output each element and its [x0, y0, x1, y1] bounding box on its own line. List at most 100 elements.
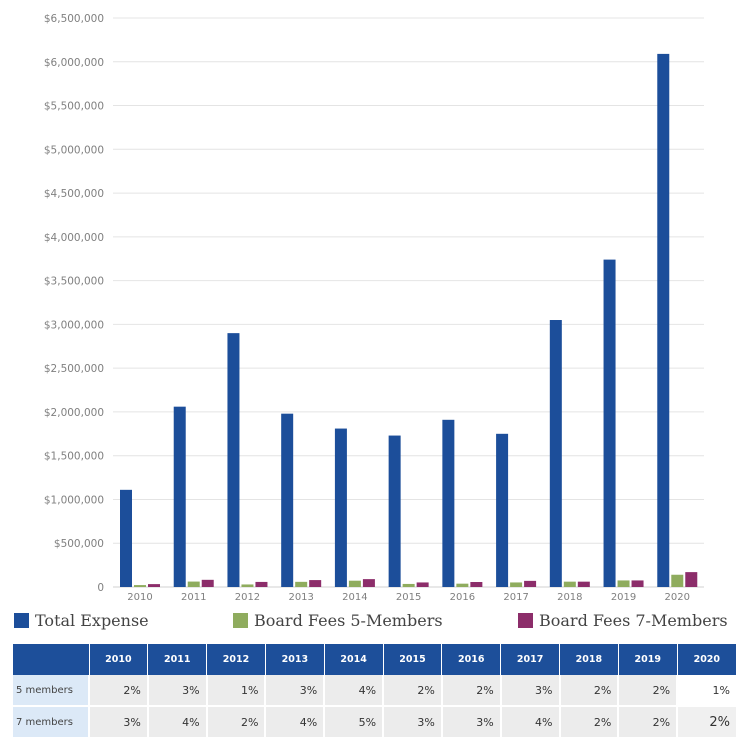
y-tick-label: $4,000,000: [44, 232, 104, 244]
x-tick-label: 2020: [665, 592, 690, 603]
bar: [496, 433, 509, 587]
percentage-table: 2010 2011 2012 2013 2014 2015 2016 2017 2018 2019…: [13, 644, 736, 739]
table-cell: 2%: [618, 706, 679, 739]
table-cell: 2%: [677, 706, 736, 739]
bar: [563, 581, 576, 587]
table-cell: 4%: [324, 675, 385, 707]
legend: Total Expense Board Fees 5-Members Board…: [0, 608, 749, 632]
table-cell: 2%: [206, 706, 267, 739]
bar: [577, 581, 590, 587]
bar: [617, 580, 630, 587]
table-cell: 1%: [677, 675, 736, 707]
x-tick-label: 2010: [127, 592, 152, 603]
bar: [603, 259, 616, 587]
bar: [281, 413, 294, 587]
x-tick-label: 2015: [396, 592, 421, 603]
table-header-cell: 2016: [441, 644, 502, 675]
x-tick-label: 2017: [503, 592, 528, 603]
table-header-cell: 2015: [383, 644, 443, 675]
bar: [134, 585, 146, 587]
x-tick-label: 2018: [557, 592, 582, 603]
table-header-cell: 2017: [500, 644, 560, 675]
y-tick-label: $1,500,000: [44, 451, 104, 463]
bar: [241, 584, 254, 587]
table-header-cell: 2020: [677, 644, 736, 675]
table-cell: 4%: [147, 706, 208, 739]
y-tick-label: 0: [97, 582, 104, 594]
bar: [456, 583, 469, 587]
y-tick-label: $4,500,000: [44, 188, 104, 200]
bar: [388, 435, 401, 587]
y-tick-label: $500,000: [54, 538, 104, 550]
table-header-cell: 2014: [324, 644, 384, 675]
table-cell: 2%: [618, 675, 679, 707]
table-header-cell: 2010: [89, 644, 149, 675]
legend-label: Board Fees 7-Members: [539, 610, 728, 630]
y-tick-label: $6,000,000: [44, 57, 104, 69]
y-tick-label: $3,000,000: [44, 319, 104, 331]
bar: [187, 581, 200, 587]
bar: [416, 582, 429, 587]
bar: [362, 579, 375, 587]
legend-label: Total Expense: [35, 610, 149, 630]
table-header-cell: 2012: [206, 644, 266, 675]
y-axis-ticks: 0 $500,000 $1,000,000 $1,500,000 $2,000,000 $…: [44, 13, 104, 594]
bar: [334, 428, 347, 587]
bar: [120, 489, 132, 587]
bar: [524, 580, 537, 587]
bar-chart: 0 $500,000 $1,000,000 $1,500,000 $2,000,000 $…: [44, 13, 704, 603]
x-tick-label: 2011: [181, 592, 206, 603]
table-header-cell: 2018: [559, 644, 619, 675]
table-cell: 3%: [265, 675, 326, 707]
x-tick-label: 2016: [450, 592, 475, 603]
table-cell: 5%: [324, 706, 385, 739]
bar: [201, 579, 214, 587]
row-label: 5 members: [13, 675, 90, 707]
table-header-cell: 2019: [618, 644, 678, 675]
table-cell: 2%: [89, 675, 149, 707]
bar: [227, 333, 240, 587]
table-header-row: 2010 2011 2012 2013 2014 2015 2016 2017 2018 2019…: [13, 644, 736, 675]
legend-item-board-fees-7: Board Fees 7-Members: [518, 608, 728, 632]
grid-lines: [113, 17, 704, 588]
table-header-cell: 2013: [265, 644, 325, 675]
table-row: 7 members 3% 4% 2% 4% 5% 3% 3% 4% 2% 2% 2%: [13, 706, 736, 739]
y-tick-label: $5,500,000: [44, 101, 104, 113]
table-header-cell: 2011: [147, 644, 208, 675]
y-tick-label: $2,000,000: [44, 407, 104, 419]
table-cell: 3%: [147, 675, 208, 707]
y-tick-label: $5,000,000: [44, 144, 104, 156]
table-cell: 2%: [441, 675, 502, 707]
table-cell: 2%: [559, 675, 620, 707]
bar: [309, 580, 322, 587]
bar: [148, 584, 160, 587]
y-tick-label: $6,500,000: [44, 13, 104, 25]
bar: [442, 419, 455, 587]
table-cell: 3%: [500, 675, 561, 707]
bar: [173, 406, 186, 587]
x-tick-label: 2019: [611, 592, 636, 603]
table-cell: 4%: [500, 706, 561, 739]
table-header-cell: [13, 644, 90, 675]
legend-item-total-expense: Total Expense: [14, 608, 149, 632]
row-label: 7 members: [13, 706, 90, 739]
x-tick-label: 2014: [342, 592, 367, 603]
bar: [671, 574, 684, 587]
legend-label: Board Fees 5-Members: [254, 610, 443, 630]
bar: [470, 582, 483, 587]
table-cell: 3%: [441, 706, 502, 739]
bar: [255, 581, 268, 587]
table-cell: 3%: [89, 706, 149, 739]
table-cell: 2%: [383, 675, 443, 707]
y-tick-label: $3,500,000: [44, 276, 104, 288]
bar: [549, 320, 562, 587]
legend-swatch: [14, 612, 29, 628]
bars: [120, 53, 698, 588]
bar: [657, 53, 670, 588]
table-cell: 1%: [206, 675, 267, 707]
bar: [402, 583, 415, 587]
bar: [631, 580, 644, 587]
legend-swatch: [518, 612, 533, 628]
bar: [685, 572, 698, 587]
legend-item-board-fees-5: Board Fees 5-Members: [233, 608, 443, 632]
